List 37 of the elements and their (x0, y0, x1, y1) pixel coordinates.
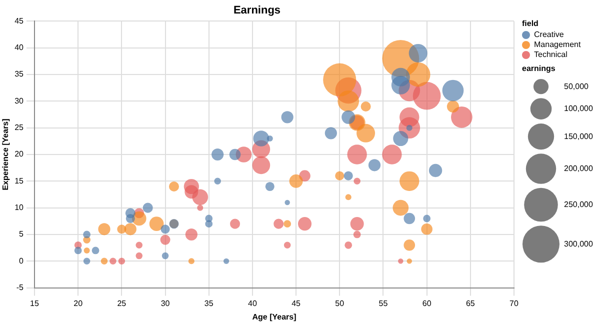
y-tick-label: 45 (14, 16, 24, 26)
y-tick-label: 30 (14, 96, 24, 106)
x-tick-label: 45 (292, 298, 302, 308)
legend-label: Creative (534, 30, 564, 40)
y-tick-label: 0 (19, 256, 24, 266)
y-tick-label: 10 (14, 203, 24, 212)
x-tick-label: 70 (510, 298, 519, 308)
y-tick-label: 25 (14, 123, 24, 132)
x-tick-label: 35 (204, 298, 214, 308)
y-tick-label: -5 (16, 283, 24, 292)
y-tick-label: 5 (19, 230, 24, 239)
y-tick-label: 40 (14, 43, 24, 52)
legend-title: field (522, 19, 539, 28)
legend-label: 300,000 (564, 239, 594, 248)
legend-label: 250,000 (564, 200, 594, 209)
x-tick-label: 55 (378, 298, 388, 308)
legend-label: 150,000 (564, 132, 594, 141)
x-tick-label: 15 (30, 298, 40, 308)
legend-label: 200,000 (564, 164, 594, 173)
y-axis-title: Experience [Years] (1, 118, 10, 190)
y-tick-label: 20 (14, 150, 24, 159)
x-tick-label: 20 (74, 298, 84, 308)
y-tick-label: 35 (14, 70, 24, 79)
legend-label: Management (534, 40, 582, 50)
x-tick-label: 40 (248, 298, 258, 308)
x-tick-label: 30 (160, 298, 170, 308)
text: earnings (522, 64, 556, 74)
x-tick-label: 50 (335, 298, 345, 308)
legend-label: 50,000 (564, 82, 590, 91)
x-tick-label: 25 (117, 298, 127, 308)
legend-label: 100,000 (564, 104, 594, 113)
x-tick-label: 65 (466, 298, 476, 308)
legend-label: Technical (534, 50, 568, 60)
y-tick-label: 15 (14, 176, 24, 186)
x-axis-title: Age [Years] (252, 312, 297, 322)
x-tick-label: 60 (422, 298, 432, 308)
chart-title: Earnings (233, 4, 281, 17)
